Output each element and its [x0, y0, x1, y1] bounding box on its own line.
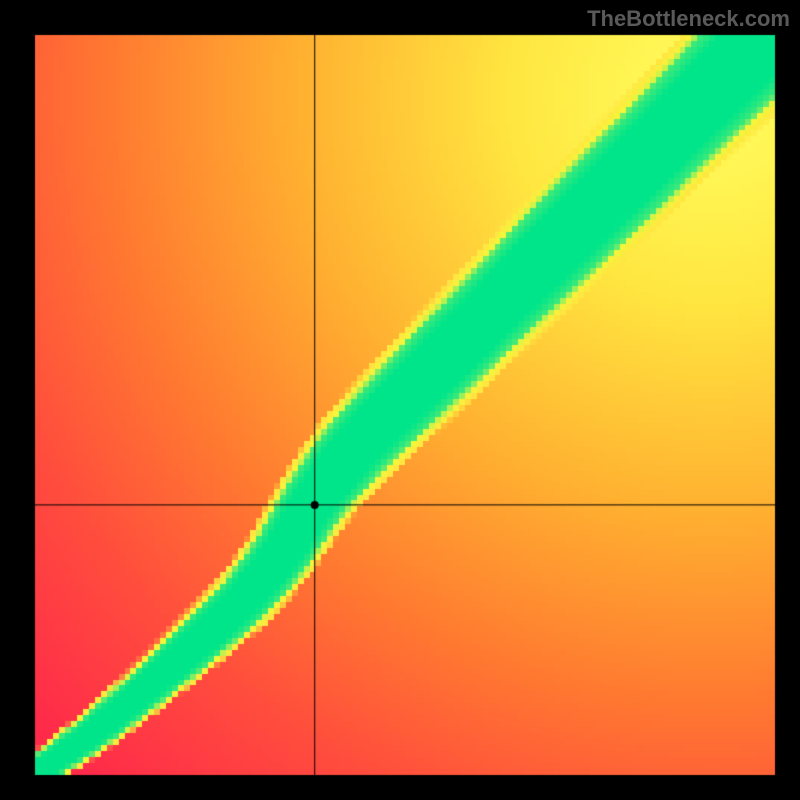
bottleneck-heatmap — [0, 0, 800, 800]
watermark-label: TheBottleneck.com — [587, 6, 790, 32]
